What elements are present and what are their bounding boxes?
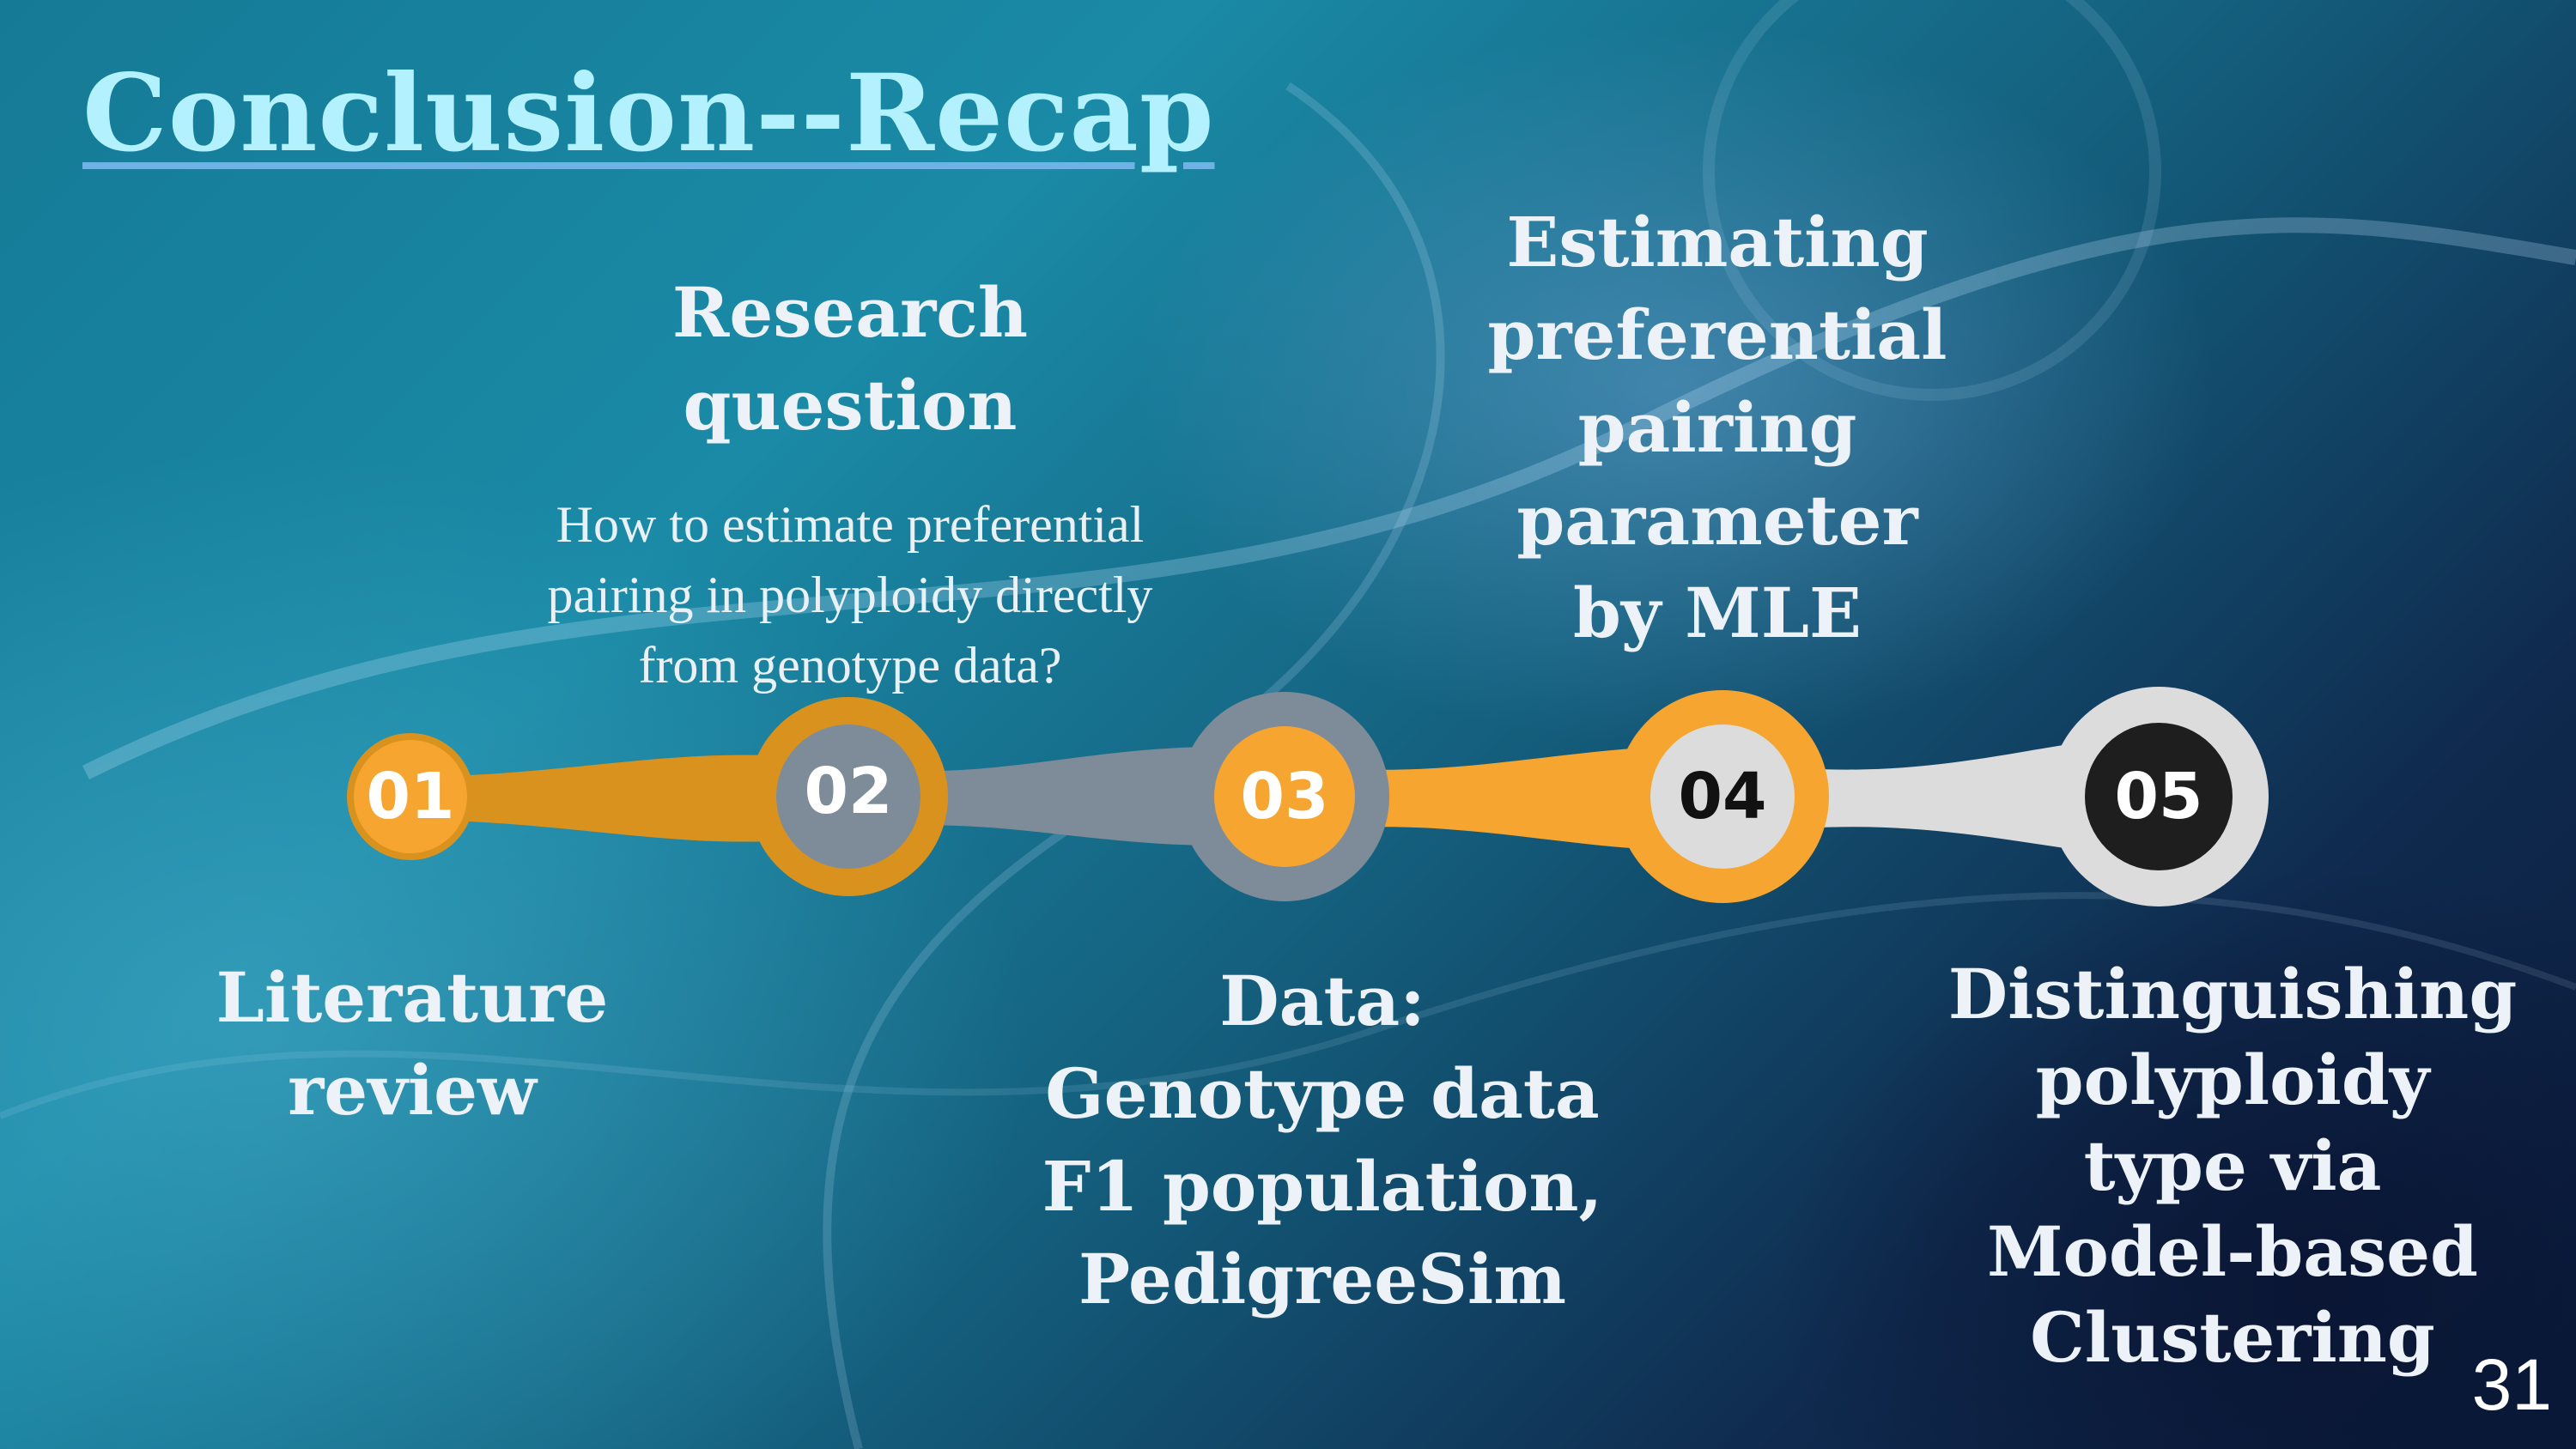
connector-02-03 [859, 747, 1219, 846]
step-number-05: 05 [2114, 760, 2203, 834]
step-label-01: Literature review [216, 957, 609, 1131]
step-node-05 [2049, 687, 2269, 906]
connector-03-04 [1340, 747, 1674, 850]
connector-01-02 [404, 755, 773, 842]
step-label-03: Data: Genotype data F1 population, Pedig… [1042, 961, 1603, 1319]
page-number: 31 [2471, 1344, 2552, 1425]
step-number-02: 02 [804, 755, 893, 828]
step-label-02: Research question [671, 272, 1029, 446]
step-number-04: 04 [1678, 760, 1767, 834]
connector-04-05 [1803, 738, 2121, 854]
step-label-05: Distinguishing polyploidy type via Model… [1947, 954, 2518, 1378]
slide-title: Conclusion--Recap [82, 52, 1215, 176]
step-number-01: 01 [366, 760, 455, 834]
step-label-04: Estimating preferential pairing paramete… [1487, 202, 1947, 653]
step-node-01 [347, 733, 474, 860]
step-detail-02: How to estimate preferential pairing in … [547, 496, 1153, 694]
step-node-04 [1616, 690, 1829, 903]
step-number-03: 03 [1240, 760, 1329, 834]
step-node-03 [1180, 692, 1389, 901]
step-node-02 [749, 697, 948, 896]
